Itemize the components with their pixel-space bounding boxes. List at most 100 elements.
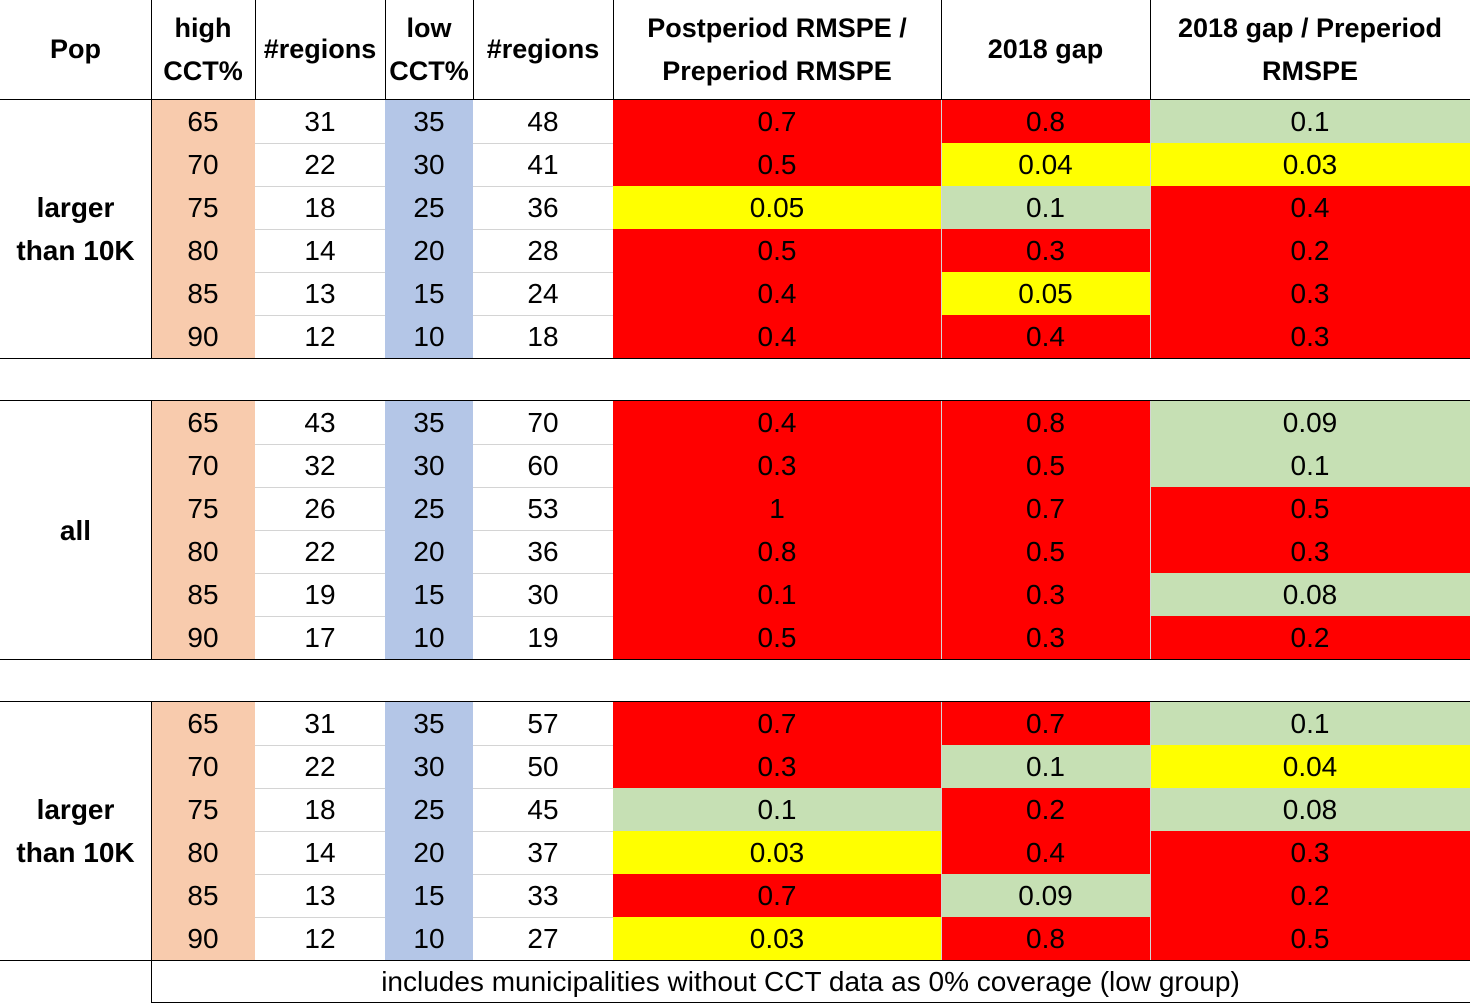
low-cct-cell: 30 [385, 444, 473, 487]
low-cct-cell: 15 [385, 272, 473, 315]
rmspe-ratio-cell: 0.7 [613, 100, 941, 143]
high-regions-cell: 14 [255, 229, 385, 272]
high-cct-cell: 65 [151, 100, 255, 143]
gap-ratio-cell: 0.2 [1150, 874, 1470, 917]
gap-2018-cell: 0.2 [941, 788, 1150, 831]
high-cct-cell: 80 [151, 831, 255, 874]
low-cct-cell: 25 [385, 487, 473, 530]
header-line: Preperiod RMSPE [662, 55, 892, 86]
high-cct-cell: 85 [151, 272, 255, 315]
pop-group-label: all [0, 401, 151, 659]
gap-ratio-cell: 0.04 [1150, 745, 1470, 788]
header-2018-gap: 2018 gap [987, 34, 1104, 64]
gap-2018-cell: 0.3 [941, 573, 1150, 616]
low-regions-cell: 50 [473, 745, 613, 788]
low-regions-cell: 36 [473, 186, 613, 229]
pop-label-line: than 10K [16, 235, 135, 266]
high-regions-cell: 14 [255, 831, 385, 874]
rmspe-ratio-cell: 0.3 [613, 444, 941, 487]
low-regions-cell: 41 [473, 143, 613, 186]
header-line: RMSPE [1261, 55, 1359, 86]
high-regions-cell: 31 [255, 702, 385, 745]
gap-2018-cell: 0.8 [941, 917, 1150, 960]
low-regions-cell: 57 [473, 702, 613, 745]
low-cct-cell: 20 [385, 530, 473, 573]
high-regions-cell: 17 [255, 616, 385, 659]
high-cct-cell: 90 [151, 315, 255, 358]
gap-ratio-cell: 0.3 [1150, 272, 1470, 315]
low-cct-cell: 15 [385, 573, 473, 616]
low-cct-cell: 20 [385, 831, 473, 874]
pop-label-line: larger [36, 192, 115, 223]
rmspe-ratio-cell: 0.1 [613, 788, 941, 831]
high-regions-cell: 12 [255, 315, 385, 358]
pop-label-line: all [59, 514, 92, 546]
high-regions-cell: 18 [255, 186, 385, 229]
gap-ratio-cell: 0.5 [1150, 917, 1470, 960]
low-regions-cell: 37 [473, 831, 613, 874]
high-cct-cell: 85 [151, 874, 255, 917]
gap-ratio-cell: 0.5 [1150, 487, 1470, 530]
low-cct-cell: 25 [385, 788, 473, 831]
rmspe-ratio-cell: 0.05 [613, 186, 941, 229]
high-regions-cell: 13 [255, 272, 385, 315]
pop-label-line: than 10K [16, 837, 135, 868]
low-cct-cell: 35 [385, 401, 473, 444]
gap-2018-cell: 0.3 [941, 616, 1150, 659]
low-cct-cell: 10 [385, 315, 473, 358]
low-regions-cell: 45 [473, 788, 613, 831]
footnote: includes municipalities without CCT data… [381, 965, 1240, 997]
rmspe-ratio-cell: 1 [613, 487, 941, 530]
header-line: high [174, 12, 232, 43]
rmspe-ratio-cell: 0.03 [613, 917, 941, 960]
low-cct-cell: 30 [385, 143, 473, 186]
high-cct-cell: 65 [151, 401, 255, 444]
gap-ratio-cell: 0.2 [1150, 616, 1470, 659]
header-high-cct: high CCT% [151, 0, 255, 99]
header-low-cct: low CCT% [385, 0, 473, 99]
rmspe-ratio-cell: 0.4 [613, 315, 941, 358]
header-line: low [406, 12, 452, 43]
header-line: CCT% [389, 55, 469, 86]
gap-ratio-cell: 0.1 [1150, 444, 1470, 487]
high-regions-cell: 13 [255, 874, 385, 917]
rmspe-ratio-cell: 0.4 [613, 401, 941, 444]
high-cct-cell: 70 [151, 444, 255, 487]
pop-label-line: larger [36, 794, 115, 825]
gap-ratio-cell: 0.3 [1150, 315, 1470, 358]
low-regions-cell: 30 [473, 573, 613, 616]
high-regions-cell: 22 [255, 530, 385, 573]
gap-ratio-cell: 0.08 [1150, 573, 1470, 616]
gap-2018-cell: 0.5 [941, 444, 1150, 487]
gap-2018-cell: 0.4 [941, 831, 1150, 874]
low-regions-cell: 19 [473, 616, 613, 659]
gap-2018-cell: 0.7 [941, 702, 1150, 745]
gap-2018-cell: 0.05 [941, 272, 1150, 315]
rmspe-ratio-cell: 0.5 [613, 143, 941, 186]
high-regions-cell: 31 [255, 100, 385, 143]
low-regions-cell: 24 [473, 272, 613, 315]
high-regions-cell: 43 [255, 401, 385, 444]
high-cct-cell: 75 [151, 487, 255, 530]
low-regions-cell: 70 [473, 401, 613, 444]
low-regions-cell: 28 [473, 229, 613, 272]
gap-ratio-cell: 0.1 [1150, 100, 1470, 143]
rmspe-ratio-cell: 0.7 [613, 874, 941, 917]
rmspe-ratio-cell: 0.5 [613, 229, 941, 272]
high-cct-cell: 75 [151, 186, 255, 229]
header-line: 2018 gap / Preperiod [1177, 12, 1443, 43]
gap-2018-cell: 0.5 [941, 530, 1150, 573]
low-cct-cell: 15 [385, 874, 473, 917]
gap-ratio-cell: 0.09 [1150, 401, 1470, 444]
high-regions-cell: 18 [255, 788, 385, 831]
high-cct-cell: 70 [151, 143, 255, 186]
gap-2018-cell: 0.1 [941, 186, 1150, 229]
high-cct-cell: 80 [151, 229, 255, 272]
header-gap-ratio: 2018 gap / Preperiod RMSPE [1150, 0, 1470, 99]
pop-group-label: larger than 10K [0, 702, 151, 960]
rmspe-ratio-cell: 0.8 [613, 530, 941, 573]
high-cct-cell: 90 [151, 616, 255, 659]
rmspe-ratio-cell: 0.3 [613, 745, 941, 788]
header-low-regions: #regions [486, 34, 600, 64]
rmspe-ratio-cell: 0.1 [613, 573, 941, 616]
